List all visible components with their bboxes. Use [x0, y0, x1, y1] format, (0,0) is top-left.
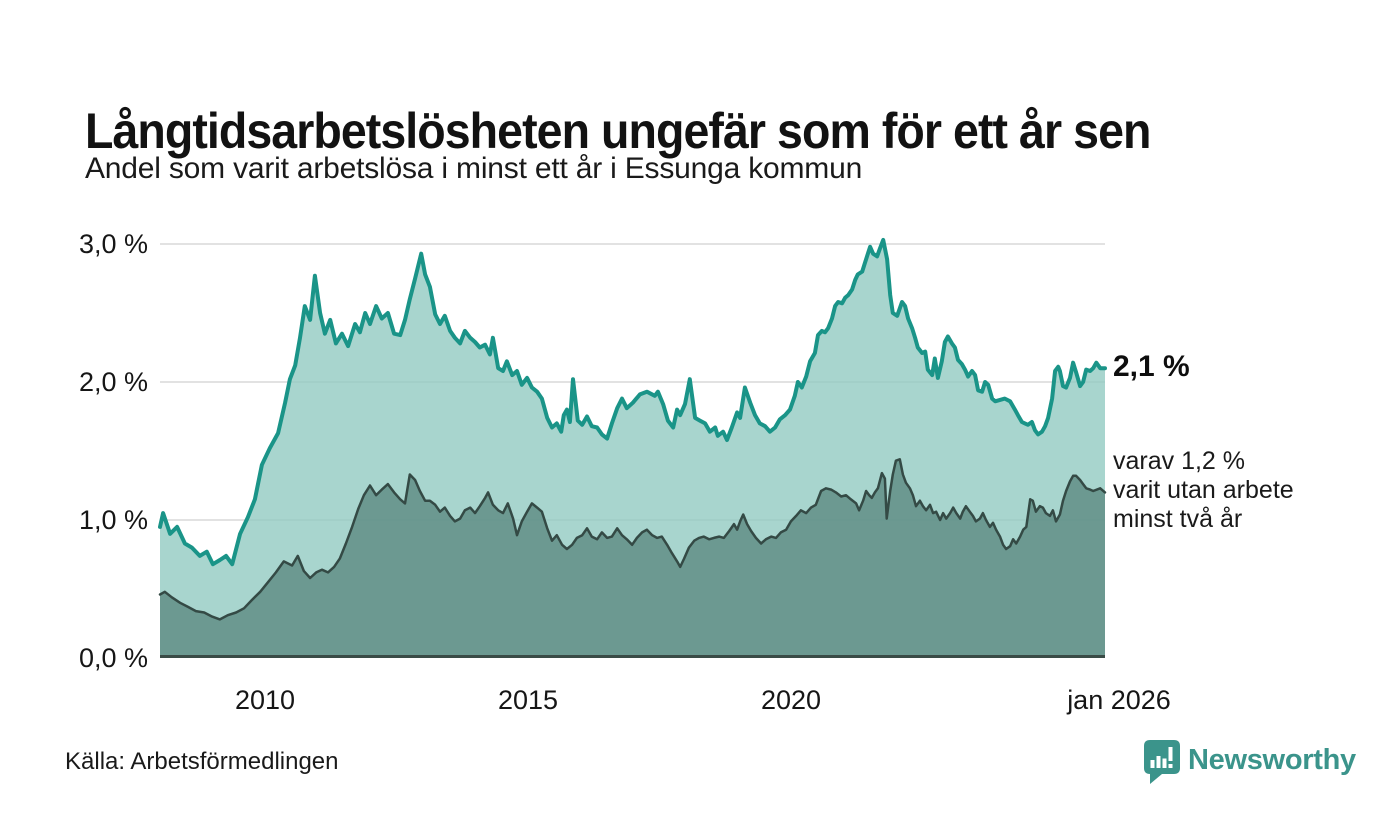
x-tick-label: jan 2026 [1067, 685, 1171, 715]
y-tick-label: 1,0 % [78, 505, 148, 535]
chart-subtitle: Andel som varit arbetslösa i minst ett å… [85, 152, 863, 185]
newsworthy-logo-text: Newsworthy [1188, 744, 1356, 776]
source-text: Källa: Arbetsförmedlingen [65, 748, 339, 775]
page-title: Långtidsarbetslösheten ungefär som för e… [85, 102, 1151, 159]
latest-value-label: 2,1 % [1113, 350, 1190, 383]
secondary-series-label: varav 1,2 % varit utan arbete minst två … [1113, 447, 1294, 534]
y-tick-label: 3,0 % [78, 229, 148, 259]
secondary-series-label-line: minst två år [1113, 505, 1243, 533]
x-tick-label: 2010 [234, 685, 296, 715]
y-tick-label: 0,0 % [78, 643, 148, 673]
area-chart-svg [158, 237, 1107, 658]
y-tick-label: 2,0 % [78, 367, 148, 397]
x-tick-label: 2015 [497, 685, 559, 715]
secondary-series-label-line: varit utan arbete [1113, 476, 1294, 504]
x-tick-label: 2020 [760, 685, 822, 715]
newsworthy-logo-icon [1144, 740, 1180, 784]
secondary-series-label-line: varav 1,2 % [1113, 447, 1246, 475]
